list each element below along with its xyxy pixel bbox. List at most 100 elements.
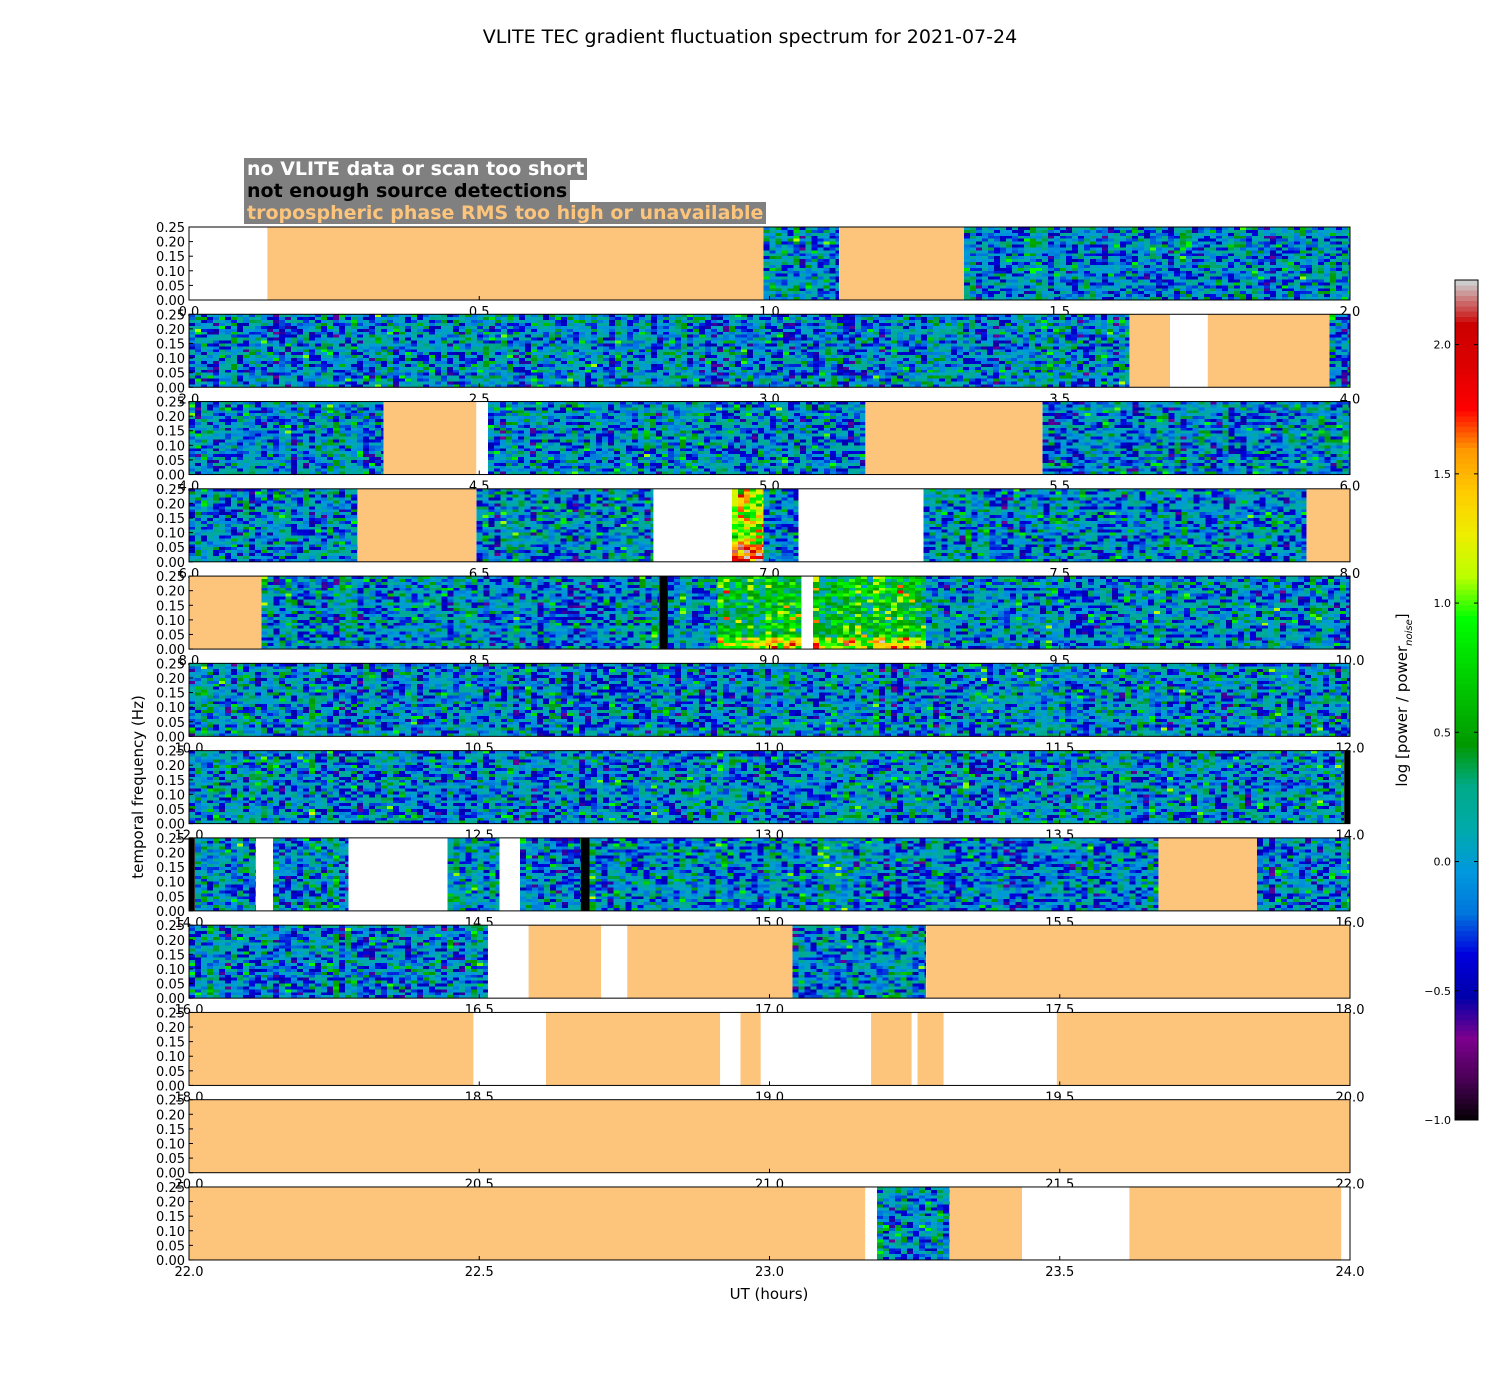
panel-8-10: 0.000.050.100.150.200.258.0 8.5 9.0 9.5 10.0 — [156, 570, 1364, 669]
flag-trop — [546, 1012, 720, 1085]
flag-trop — [871, 1012, 912, 1085]
y-tick-label: 0.10 — [156, 527, 185, 542]
y-tick-label: 0.25 — [156, 1181, 185, 1196]
flag-nodata — [720, 1012, 740, 1085]
spectrogram-segment — [189, 751, 1344, 824]
spectrogram-segment — [447, 838, 499, 911]
y-tick-label: 0.15 — [156, 861, 185, 876]
flag-trop — [189, 1100, 1350, 1173]
flag-nodata — [801, 576, 813, 649]
legend-trop: tropospheric phase RMS too high or unava… — [244, 202, 766, 224]
chart-title: VLITE TEC gradient fluctuation spectrum … — [483, 26, 1017, 48]
spectrogram-segment — [764, 227, 839, 300]
y-tick-label: 0.05 — [156, 978, 185, 993]
flag-nodata — [799, 489, 924, 562]
flag-nodata — [601, 925, 627, 998]
x-tick-label: 23.5 — [1045, 1265, 1074, 1280]
y-tick-label: 0.05 — [156, 279, 185, 294]
y-tick-label: 0.05 — [156, 367, 185, 382]
y-tick-label: 0.20 — [156, 236, 185, 251]
flag-nodet — [189, 838, 195, 911]
spectrogram-segment — [273, 838, 348, 911]
flag-trop — [1208, 314, 1330, 387]
y-tick-label: 0.20 — [156, 410, 185, 425]
spectrogram-segment — [195, 838, 256, 911]
flag-nodata — [189, 227, 267, 300]
y-tick-label: 0.15 — [156, 774, 185, 789]
y-tick-label: 0.15 — [156, 337, 185, 352]
y-tick-label: 0.15 — [156, 1123, 185, 1138]
spectrogram-segment — [189, 663, 1350, 736]
colorbar-tick-label: 1.5 — [1434, 468, 1452, 481]
flag-nodet — [659, 576, 668, 649]
spectrogram-segment — [668, 576, 717, 649]
y-tick-label: 0.05 — [156, 628, 185, 643]
flag-trop — [189, 1012, 473, 1085]
y-tick-label: 0.25 — [156, 919, 185, 934]
y-tick-label: 0.15 — [156, 1036, 185, 1051]
spectrogram-segment — [717, 576, 801, 649]
y-tick-label: 0.20 — [156, 497, 185, 512]
flag-trop — [1129, 314, 1170, 387]
y-tick-label: 0.25 — [156, 1094, 185, 1109]
legend-nodata: no VLITE data or scan too short — [244, 158, 587, 180]
y-tick-label: 0.10 — [156, 352, 185, 367]
colorbar-tick-label: 0.0 — [1434, 856, 1452, 869]
x-tick-label: 22.0 — [175, 1265, 204, 1280]
panel-4-6: 0.000.050.100.150.200.254.0 4.5 5.0 5.5 6.0 — [156, 396, 1360, 495]
y-tick-label: 0.10 — [156, 1138, 185, 1153]
y-tick-label: 0.25 — [156, 396, 185, 411]
y-tick-label: 0.20 — [156, 759, 185, 774]
legend-trop-text: tropospheric phase RMS too high or unava… — [247, 202, 763, 224]
spectrogram-segment — [189, 402, 383, 475]
y-tick-label: 0.05 — [156, 890, 185, 905]
flag-nodata — [1022, 1187, 1129, 1260]
flag-nodet — [581, 838, 590, 911]
y-tick-label: 0.05 — [156, 454, 185, 469]
spectrogram-segment — [877, 1187, 950, 1260]
x-tick-label: 22.5 — [465, 1265, 494, 1280]
x-tick-label: 24.0 — [1336, 1265, 1365, 1280]
x-axis-label: UT (hours) — [730, 1285, 809, 1303]
spectrogram-segment — [764, 489, 799, 562]
flag-trop — [267, 227, 763, 300]
flag-trop — [529, 925, 602, 998]
y-tick-label: 0.20 — [156, 672, 185, 687]
y-tick-label: 0.10 — [156, 963, 185, 978]
colorbar-tick-label: 2.0 — [1434, 339, 1452, 352]
y-tick-label: 0.15 — [156, 250, 185, 265]
colorbar: −1.0−0.50.00.51.01.52.0 — [1424, 280, 1478, 1127]
spectrogram-segment — [520, 838, 581, 911]
flag-nodata — [865, 1187, 877, 1260]
spectrogram-segment — [732, 489, 764, 562]
flag-nodata — [944, 1012, 1057, 1085]
flag-nodata — [1341, 1187, 1350, 1260]
legend-nodet: not enough source detections — [244, 180, 570, 202]
flag-nodata — [256, 838, 273, 911]
y-tick-label: 0.10 — [156, 265, 185, 280]
spectrogram-segment — [488, 402, 865, 475]
spectrogram-segment — [476, 489, 653, 562]
y-tick-label: 0.05 — [156, 1239, 185, 1254]
y-tick-label: 0.25 — [156, 657, 185, 672]
y-tick-label: 0.10 — [156, 701, 185, 716]
y-tick-label: 0.25 — [156, 1006, 185, 1021]
panel-0-2: 0.000.050.100.150.200.250.0 0.5 1.0 1.5 2.0 — [156, 221, 1360, 320]
colorbar-tick-label: −1.0 — [1424, 1114, 1451, 1127]
flag-nodata — [912, 1012, 918, 1085]
panel-2-4: 0.000.050.100.150.200.252.0 2.5 3.0 3.5 4.0 — [156, 308, 1360, 407]
legend-nodata-text: no VLITE data or scan too short — [247, 158, 584, 180]
spectrogram-segment — [926, 576, 1350, 649]
spectrogram-segment — [793, 925, 927, 998]
flag-trop — [189, 1187, 865, 1260]
spectrogram-segment — [189, 925, 488, 998]
colorbar-tick-label: 1.0 — [1434, 597, 1452, 610]
flag-trop — [189, 576, 262, 649]
spectrogram-segment — [923, 489, 1306, 562]
flag-nodata — [761, 1012, 871, 1085]
y-tick-label: 0.20 — [156, 1196, 185, 1211]
colorbar-tick-label: 0.5 — [1434, 726, 1452, 739]
flag-trop — [918, 1012, 944, 1085]
